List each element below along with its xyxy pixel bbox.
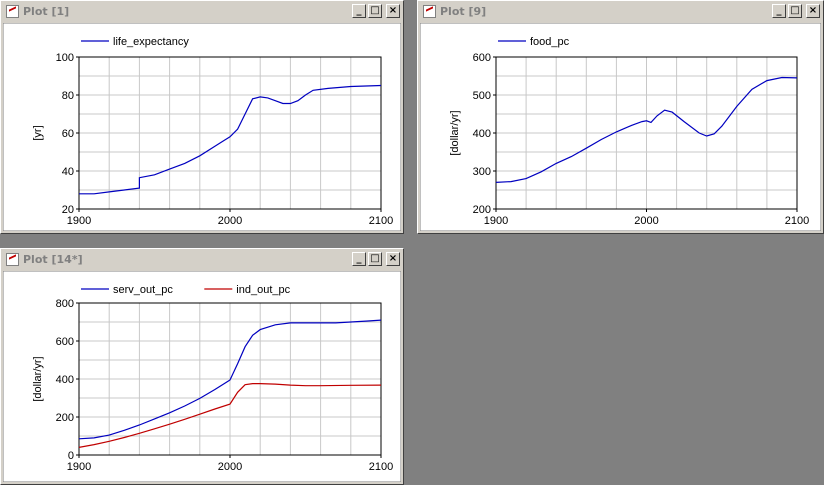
- y-tick-label: 200: [56, 412, 74, 424]
- title-bar[interactable]: Plot [9] _ □ ×: [420, 3, 821, 21]
- window-title: Plot [14*]: [23, 253, 83, 266]
- y-tick-label: 0: [68, 450, 74, 462]
- series-line-life_expectancy: [79, 84, 382, 195]
- y-tick-label: 60: [62, 128, 74, 140]
- y-tick-label: 20: [62, 204, 74, 216]
- x-tick-label: 1900: [67, 215, 91, 227]
- plot-app-icon[interactable]: [6, 5, 19, 18]
- window-title: Plot [9]: [440, 5, 487, 18]
- plot-canvas: [3, 271, 401, 482]
- y-axis-label: [dollar/yr]: [449, 110, 461, 155]
- x-tick-label: 2100: [785, 215, 809, 227]
- output-pc-chart[interactable]: 0 200 400 600 800 1900 2000 2100 [dollar/yr] serv…: [3, 271, 401, 482]
- legend-label: serv_out_pc: [113, 284, 173, 296]
- y-tick-label: 100: [56, 52, 74, 64]
- plot-window-14[interactable]: Plot [14*] _ □ × 0 200 400 600 800 1900 2000 21…: [0, 248, 404, 485]
- plot-window-9[interactable]: Plot [9] _ □ × 200 300 400 500 600 1900 2000 21…: [417, 0, 824, 234]
- x-tick-label: 1900: [484, 215, 508, 227]
- series-line-serv_out_pc: [78, 319, 382, 440]
- life-expectancy-chart[interactable]: 20 40 60 80 100 1900 2000 2100 [yr] life_expectan…: [3, 23, 401, 231]
- y-tick-label: 400: [56, 374, 74, 386]
- y-tick-label: 40: [62, 166, 74, 178]
- y-tick-label: 300: [473, 166, 491, 178]
- x-tick-label: 2000: [634, 215, 658, 227]
- x-tick-label: 2000: [218, 461, 242, 473]
- series-line-ind_out_pc: [78, 383, 382, 448]
- legend-label: food_pc: [530, 36, 570, 48]
- y-axis-label: [dollar/yr]: [32, 356, 44, 401]
- y-tick-label: 600: [473, 52, 491, 64]
- plot-canvas: [3, 23, 401, 231]
- title-bar[interactable]: Plot [14*] _ □ ×: [3, 251, 401, 269]
- minimize-button[interactable]: _: [352, 252, 366, 266]
- food-pc-chart[interactable]: 200 300 400 500 600 1900 2000 2100 [dollar/yr] fo…: [420, 23, 821, 231]
- legend-label: ind_out_pc: [236, 284, 290, 296]
- maximize-button[interactable]: □: [368, 252, 382, 266]
- x-tick-label: 2100: [369, 215, 393, 227]
- x-tick-label: 2000: [218, 215, 242, 227]
- x-tick-label: 1900: [67, 461, 91, 473]
- x-tick-label: 2100: [369, 461, 393, 473]
- close-button[interactable]: ×: [806, 4, 820, 18]
- maximize-button[interactable]: □: [788, 4, 802, 18]
- title-bar[interactable]: Plot [1] _ □ ×: [3, 3, 401, 21]
- plot-window-1[interactable]: Plot [1] _ □ × 20 40 60 80 100 1900 2000 2100 [y…: [0, 0, 404, 234]
- y-tick-label: 800: [56, 298, 74, 310]
- y-tick-label: 600: [56, 336, 74, 348]
- series-line-food_pc: [495, 76, 798, 183]
- plot-app-icon[interactable]: [423, 5, 436, 18]
- close-button[interactable]: ×: [386, 4, 400, 18]
- legend-label: life_expectancy: [113, 36, 189, 48]
- y-tick-label: 400: [473, 128, 491, 140]
- window-title: Plot [1]: [23, 5, 70, 18]
- plot-canvas: [420, 23, 821, 231]
- minimize-button[interactable]: _: [352, 4, 366, 18]
- plot-app-icon[interactable]: [6, 253, 19, 266]
- y-tick-label: 500: [473, 90, 491, 102]
- y-tick-label: 80: [62, 90, 74, 102]
- maximize-button[interactable]: □: [368, 4, 382, 18]
- close-button[interactable]: ×: [386, 252, 400, 266]
- y-axis-label: [yr]: [32, 125, 44, 140]
- y-tick-label: 200: [473, 204, 491, 216]
- minimize-button[interactable]: _: [772, 4, 786, 18]
